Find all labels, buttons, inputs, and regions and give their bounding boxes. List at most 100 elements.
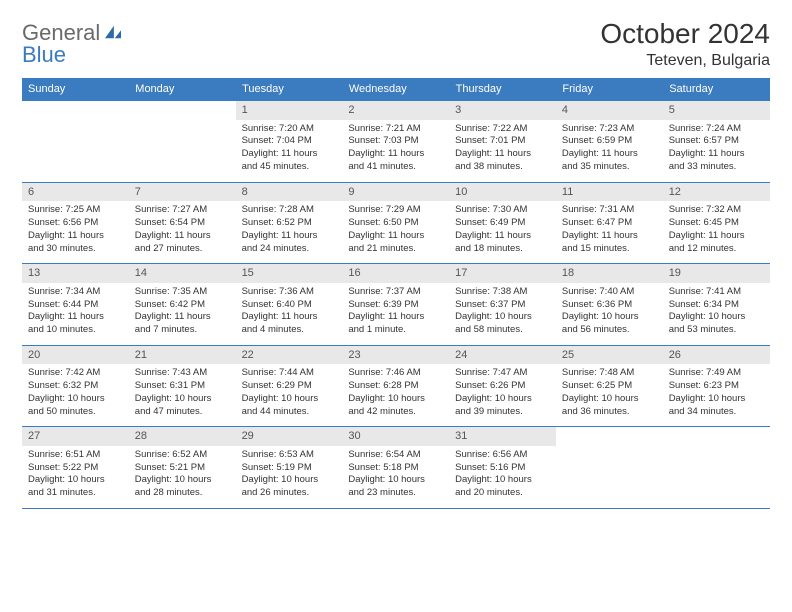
- daylight-text-2: and 28 minutes.: [135, 487, 230, 500]
- daylight-text-2: and 30 minutes.: [28, 243, 123, 256]
- daylight-text-2: and 10 minutes.: [28, 324, 123, 337]
- sunrise-text: Sunrise: 7:40 AM: [562, 286, 657, 299]
- day-number: 8: [236, 183, 343, 201]
- sunrise-text: Sunrise: 7:23 AM: [562, 123, 657, 136]
- daylight-text-1: Daylight: 11 hours: [562, 148, 657, 161]
- day-details: Sunrise: 7:35 AMSunset: 6:42 PMDaylight:…: [129, 283, 236, 345]
- day-number: 1: [236, 101, 343, 119]
- daylight-text-1: Daylight: 10 hours: [242, 474, 337, 487]
- daylight-text-1: Daylight: 10 hours: [135, 474, 230, 487]
- sunset-text: Sunset: 6:29 PM: [242, 380, 337, 393]
- day-number: 5: [663, 101, 770, 119]
- sunrise-text: Sunrise: 7:30 AM: [455, 204, 550, 217]
- sunset-text: Sunset: 6:44 PM: [28, 299, 123, 312]
- sunrise-text: Sunrise: 7:48 AM: [562, 367, 657, 380]
- daylight-text-1: Daylight: 10 hours: [348, 474, 443, 487]
- weekday-header: Thursday: [449, 78, 556, 101]
- daylight-text-1: Daylight: 10 hours: [242, 393, 337, 406]
- day-details: Sunrise: 6:54 AMSunset: 5:18 PMDaylight:…: [342, 446, 449, 508]
- day-details: Sunrise: 6:56 AMSunset: 5:16 PMDaylight:…: [449, 446, 556, 508]
- sunrise-text: Sunrise: 7:29 AM: [348, 204, 443, 217]
- calendar-day-cell: 18Sunrise: 7:40 AMSunset: 6:36 PMDayligh…: [556, 264, 663, 346]
- daylight-text-1: Daylight: 10 hours: [135, 393, 230, 406]
- day-details: Sunrise: 7:37 AMSunset: 6:39 PMDaylight:…: [342, 283, 449, 345]
- day-details: Sunrise: 7:40 AMSunset: 6:36 PMDaylight:…: [556, 283, 663, 345]
- day-number: 15: [236, 264, 343, 282]
- daylight-text-1: Daylight: 11 hours: [135, 230, 230, 243]
- sunset-text: Sunset: 6:42 PM: [135, 299, 230, 312]
- calendar-day-cell: 22Sunrise: 7:44 AMSunset: 6:29 PMDayligh…: [236, 345, 343, 427]
- day-details: Sunrise: 7:29 AMSunset: 6:50 PMDaylight:…: [342, 201, 449, 263]
- sunrise-text: Sunrise: 6:52 AM: [135, 449, 230, 462]
- calendar-week-row: 13Sunrise: 7:34 AMSunset: 6:44 PMDayligh…: [22, 264, 770, 346]
- sunrise-text: Sunrise: 7:34 AM: [28, 286, 123, 299]
- day-details: Sunrise: 7:46 AMSunset: 6:28 PMDaylight:…: [342, 364, 449, 426]
- day-number: 28: [129, 427, 236, 445]
- calendar-day-cell: 11Sunrise: 7:31 AMSunset: 6:47 PMDayligh…: [556, 182, 663, 264]
- day-details: Sunrise: 7:34 AMSunset: 6:44 PMDaylight:…: [22, 283, 129, 345]
- day-details: Sunrise: 7:44 AMSunset: 6:29 PMDaylight:…: [236, 364, 343, 426]
- sunrise-text: Sunrise: 7:25 AM: [28, 204, 123, 217]
- day-details: Sunrise: 7:27 AMSunset: 6:54 PMDaylight:…: [129, 201, 236, 263]
- sunrise-text: Sunrise: 7:41 AM: [669, 286, 764, 299]
- calendar-day-cell: [22, 101, 129, 183]
- daylight-text-1: Daylight: 11 hours: [242, 148, 337, 161]
- day-number: 11: [556, 183, 663, 201]
- day-number: 7: [129, 183, 236, 201]
- daylight-text-2: and 44 minutes.: [242, 406, 337, 419]
- daylight-text-2: and 42 minutes.: [348, 406, 443, 419]
- sunset-text: Sunset: 6:56 PM: [28, 217, 123, 230]
- sunset-text: Sunset: 5:21 PM: [135, 462, 230, 475]
- day-details: Sunrise: 7:43 AMSunset: 6:31 PMDaylight:…: [129, 364, 236, 426]
- calendar-day-cell: 1Sunrise: 7:20 AMSunset: 7:04 PMDaylight…: [236, 101, 343, 183]
- calendar-day-cell: 30Sunrise: 6:54 AMSunset: 5:18 PMDayligh…: [342, 427, 449, 509]
- day-number: 12: [663, 183, 770, 201]
- sunrise-text: Sunrise: 6:53 AM: [242, 449, 337, 462]
- location-label: Teteven, Bulgaria: [600, 52, 770, 70]
- day-number: 13: [22, 264, 129, 282]
- daylight-text-1: Daylight: 11 hours: [455, 230, 550, 243]
- daylight-text-1: Daylight: 11 hours: [28, 311, 123, 324]
- day-details: Sunrise: 7:31 AMSunset: 6:47 PMDaylight:…: [556, 201, 663, 263]
- daylight-text-1: Daylight: 10 hours: [348, 393, 443, 406]
- calendar-week-row: 20Sunrise: 7:42 AMSunset: 6:32 PMDayligh…: [22, 345, 770, 427]
- sunset-text: Sunset: 6:49 PM: [455, 217, 550, 230]
- day-number: 17: [449, 264, 556, 282]
- daylight-text-1: Daylight: 10 hours: [455, 393, 550, 406]
- sunrise-text: Sunrise: 6:54 AM: [348, 449, 443, 462]
- day-number: 26: [663, 346, 770, 364]
- calendar-page: GeneralBlue October 2024 Teteven, Bulgar…: [0, 0, 792, 509]
- daylight-text-2: and 7 minutes.: [135, 324, 230, 337]
- sail-icon: [103, 22, 123, 44]
- sunset-text: Sunset: 5:16 PM: [455, 462, 550, 475]
- sunrise-text: Sunrise: 7:44 AM: [242, 367, 337, 380]
- daylight-text-2: and 18 minutes.: [455, 243, 550, 256]
- day-number: 24: [449, 346, 556, 364]
- daylight-text-2: and 56 minutes.: [562, 324, 657, 337]
- sunrise-text: Sunrise: 7:31 AM: [562, 204, 657, 217]
- daylight-text-1: Daylight: 11 hours: [669, 230, 764, 243]
- sunrise-text: Sunrise: 7:36 AM: [242, 286, 337, 299]
- day-number: 3: [449, 101, 556, 119]
- calendar-day-cell: 3Sunrise: 7:22 AMSunset: 7:01 PMDaylight…: [449, 101, 556, 183]
- day-details: Sunrise: 7:21 AMSunset: 7:03 PMDaylight:…: [342, 120, 449, 182]
- day-number: 21: [129, 346, 236, 364]
- calendar-week-row: 27Sunrise: 6:51 AMSunset: 5:22 PMDayligh…: [22, 427, 770, 509]
- calendar-day-cell: 6Sunrise: 7:25 AMSunset: 6:56 PMDaylight…: [22, 182, 129, 264]
- sunset-text: Sunset: 6:50 PM: [348, 217, 443, 230]
- sunrise-text: Sunrise: 7:32 AM: [669, 204, 764, 217]
- day-details: Sunrise: 6:51 AMSunset: 5:22 PMDaylight:…: [22, 446, 129, 508]
- calendar-day-cell: 13Sunrise: 7:34 AMSunset: 6:44 PMDayligh…: [22, 264, 129, 346]
- daylight-text-2: and 47 minutes.: [135, 406, 230, 419]
- sunrise-text: Sunrise: 7:47 AM: [455, 367, 550, 380]
- daylight-text-2: and 20 minutes.: [455, 487, 550, 500]
- sunrise-text: Sunrise: 6:56 AM: [455, 449, 550, 462]
- calendar-day-cell: 15Sunrise: 7:36 AMSunset: 6:40 PMDayligh…: [236, 264, 343, 346]
- day-details: Sunrise: 7:36 AMSunset: 6:40 PMDaylight:…: [236, 283, 343, 345]
- daylight-text-1: Daylight: 10 hours: [669, 311, 764, 324]
- day-details: Sunrise: 7:41 AMSunset: 6:34 PMDaylight:…: [663, 283, 770, 345]
- daylight-text-2: and 53 minutes.: [669, 324, 764, 337]
- day-number: 14: [129, 264, 236, 282]
- calendar-day-cell: 27Sunrise: 6:51 AMSunset: 5:22 PMDayligh…: [22, 427, 129, 509]
- weekday-header: Saturday: [663, 78, 770, 101]
